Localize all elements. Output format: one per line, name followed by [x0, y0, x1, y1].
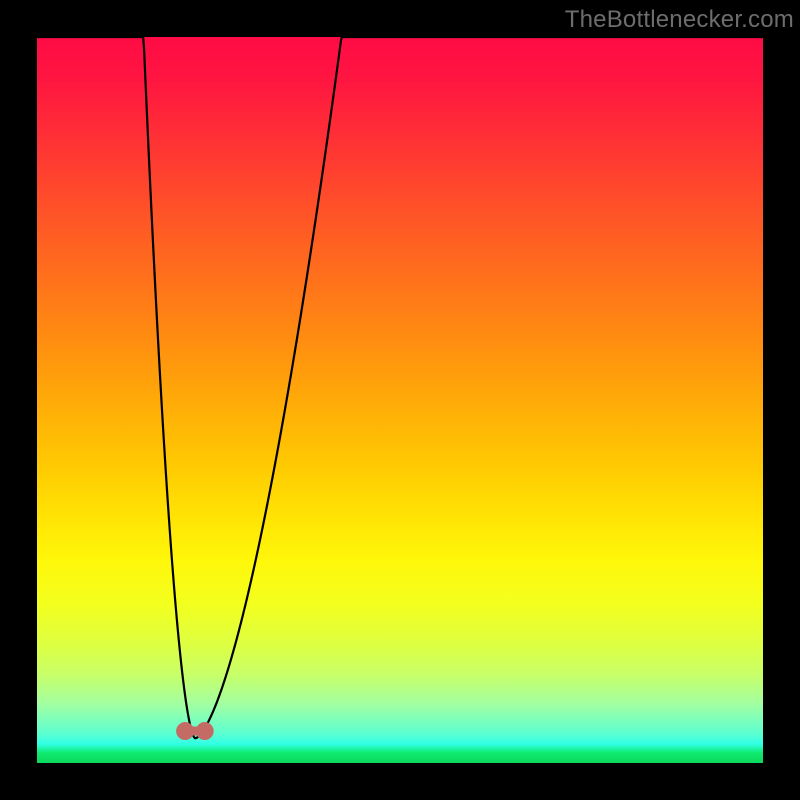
watermark-label: TheBottlenecker.com [565, 6, 794, 34]
chart-outer: TheBottlenecker.com [0, 0, 800, 800]
bottleneck-chart [0, 0, 800, 800]
marker-point [196, 722, 214, 740]
marker-point [176, 722, 194, 740]
plot-area [37, 37, 763, 763]
